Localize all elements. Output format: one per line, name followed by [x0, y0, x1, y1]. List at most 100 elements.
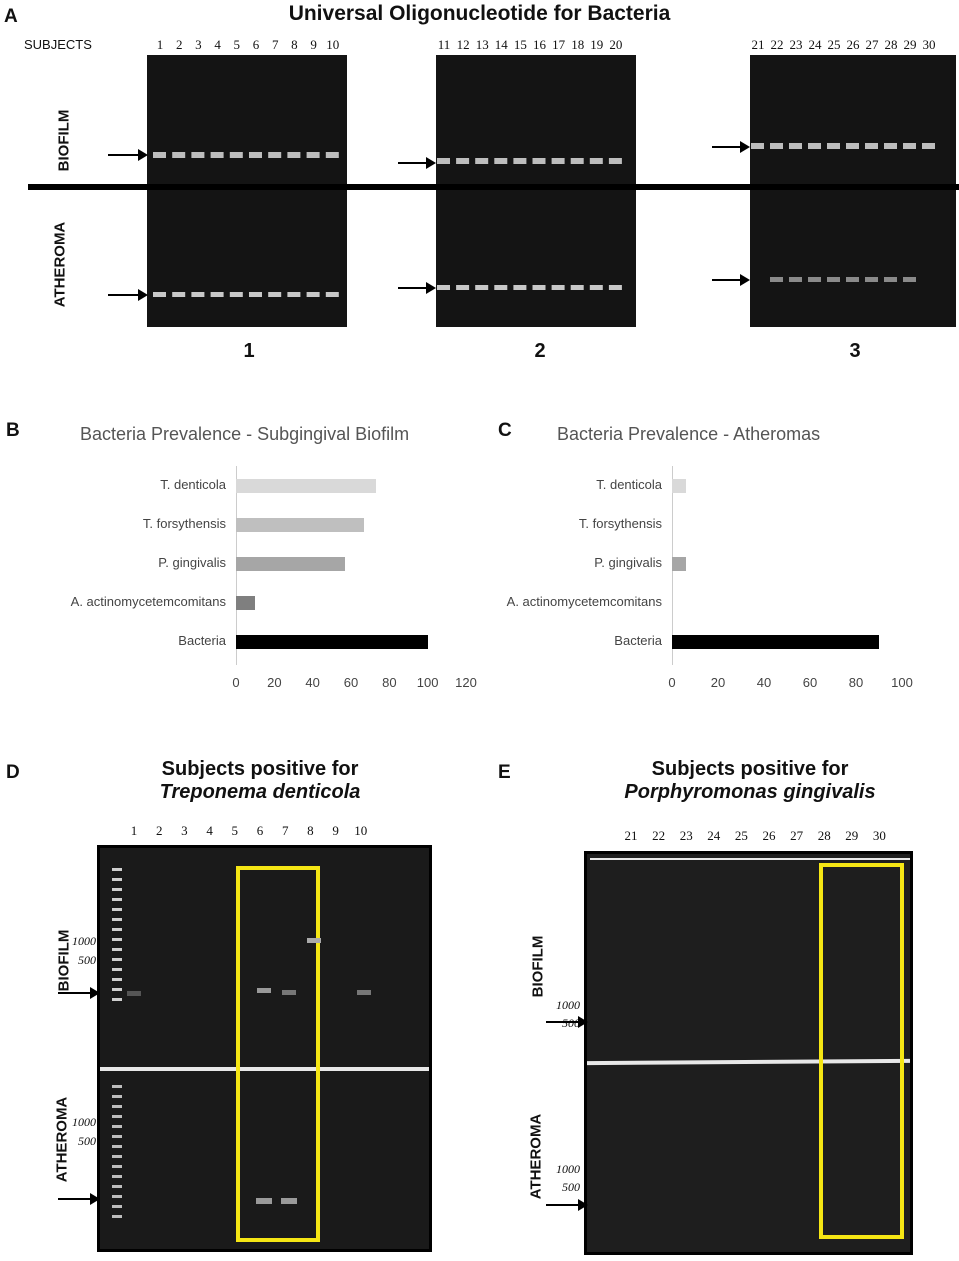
chart-b-title: Bacteria Prevalence - Subgingival Biofil…: [80, 424, 410, 444]
gel-band: [229, 292, 243, 297]
lane-number: 14: [494, 37, 508, 52]
ladder-band: [112, 888, 122, 891]
ladder-band: [112, 1105, 122, 1108]
lane-number: 27: [790, 828, 804, 843]
ladder-band: [112, 968, 122, 971]
gel-band: [494, 285, 508, 290]
panel-b-label: B: [6, 420, 20, 441]
tick-label: 40: [305, 675, 320, 690]
panel-e-title: Subjects positive for Porphyromonas ging…: [600, 758, 900, 804]
lane-number: 24: [808, 37, 822, 52]
tick-label: 80: [382, 675, 397, 690]
category-label: A. actinomycetemcomitans: [70, 594, 226, 609]
bp-1000-e: 1000: [556, 998, 580, 1012]
lane-number: 24: [707, 828, 721, 843]
gel-number-2: 2: [534, 340, 546, 362]
bp-500-d: 500: [78, 953, 96, 967]
lane-number: 21: [624, 828, 638, 843]
lane-number: 29: [903, 37, 917, 52]
panel-e-label: E: [498, 762, 511, 783]
lane-number: 3: [181, 823, 188, 838]
gel-band: [827, 143, 840, 149]
bp-500-d2: 500: [78, 1134, 96, 1148]
gel-band: [808, 143, 821, 149]
bp-1000-e2: 1000: [556, 1162, 580, 1176]
lane-number: 3: [195, 37, 202, 52]
category-label: A. actinomycetemcomitans: [506, 594, 662, 609]
gel-band: [789, 143, 802, 149]
gel-band: [306, 152, 320, 158]
panel-a-title: Universal Oligonucleotide for Bacteria: [288, 2, 671, 25]
gel-band: [191, 292, 205, 297]
ladder-band: [112, 948, 122, 951]
gel-band: [456, 285, 470, 290]
band-arrow: [58, 1193, 100, 1205]
gel-band: [210, 292, 224, 297]
gel-top-line-e: [590, 858, 910, 860]
tick-label: 120: [455, 675, 477, 690]
bar-bacteria: [672, 635, 879, 649]
lane-number: 20: [609, 37, 623, 52]
lane-number: 30: [872, 828, 886, 843]
gel-band: [865, 277, 878, 282]
ladder-band: [112, 1095, 122, 1098]
tick-label: 0: [232, 675, 240, 690]
gel-band: [210, 152, 224, 158]
band-arrow: [108, 149, 148, 161]
lane-number: 7: [271, 37, 279, 52]
panel-e-title-line2: Porphyromonas gingivalis: [624, 781, 876, 803]
band-arrow: [712, 141, 750, 153]
row-label-biofilm-e: BIOFILM: [529, 935, 547, 998]
gel-band: [789, 277, 802, 282]
panel-d-label: D: [6, 762, 20, 783]
gel-band: [307, 938, 321, 943]
gel-band: [770, 143, 783, 149]
gel-band: [570, 158, 584, 164]
gel-image-1: [147, 55, 347, 327]
gel-band: [268, 292, 282, 297]
tick-label: 20: [267, 675, 282, 690]
ladder-band: [112, 978, 122, 981]
lane-number: 26: [846, 37, 860, 52]
lane-number: 10: [326, 37, 340, 52]
ladder-band: [112, 1175, 122, 1178]
gel-band: [608, 158, 622, 164]
highlight-box-d: [236, 866, 320, 1242]
ladder-band: [112, 958, 122, 961]
lane-number: 4: [206, 823, 213, 838]
category-label: P. gingivalis: [594, 555, 662, 570]
ladder-band: [112, 1195, 122, 1198]
lane-number: 6: [252, 37, 260, 52]
lane-number: 9: [332, 823, 339, 838]
gel-band: [846, 277, 859, 282]
lane-number: 9: [310, 37, 317, 52]
lane-number: 26: [762, 828, 776, 843]
lane-number: 8: [307, 823, 314, 838]
ladder-band: [112, 928, 122, 931]
lane-number: 2: [155, 823, 163, 838]
subjects-label: SUBJECTS: [24, 37, 92, 52]
ladder-band: [112, 908, 122, 911]
ladder-band: [112, 1155, 122, 1158]
gel-band: [608, 285, 622, 290]
category-label: P. gingivalis: [158, 555, 226, 570]
panel-e-title-line1: Subjects positive for: [651, 758, 849, 780]
panel-d-title-line2: Treponema denticola: [159, 781, 361, 803]
lane-number: 4: [214, 37, 221, 52]
gel-band: [532, 158, 546, 164]
band-arrow: [546, 1199, 588, 1211]
gel-band: [475, 158, 489, 164]
gel-band: [570, 285, 584, 290]
bp-500-e2: 500: [562, 1180, 580, 1194]
gel-band: [808, 277, 821, 282]
tick-label: 100: [891, 675, 913, 690]
ladder-band: [112, 1205, 122, 1208]
tick-label: 100: [416, 675, 439, 690]
bar-p-gingivalis: [236, 557, 346, 571]
gel-band: [437, 285, 450, 290]
lane-number: 17: [552, 37, 566, 52]
ladder-band: [112, 1165, 122, 1168]
bp-500-e: 500: [562, 1016, 580, 1030]
tick-label: 60: [802, 675, 818, 690]
gel-band: [551, 285, 565, 290]
